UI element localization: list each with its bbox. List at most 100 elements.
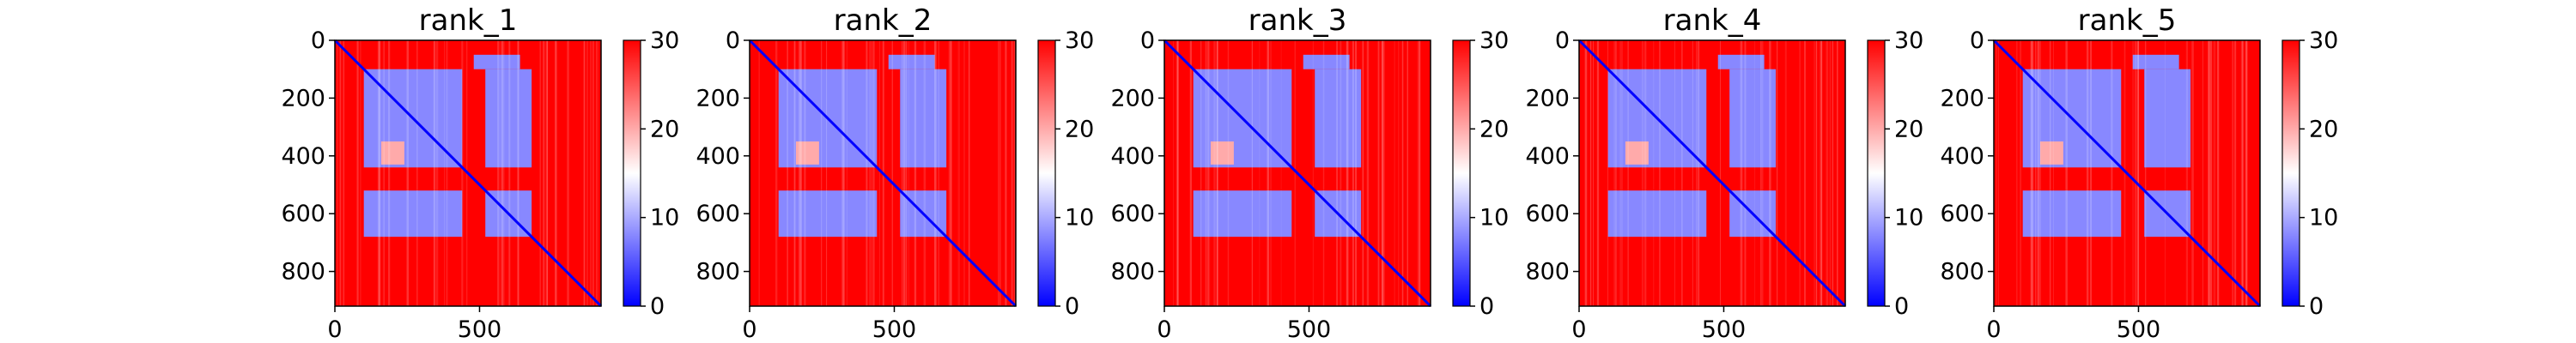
heatmap-block: [485, 69, 532, 168]
heatmap-texture: [545, 40, 549, 306]
heatmap-texture: [1829, 40, 1831, 306]
y-tick-label: 400: [1110, 143, 1155, 170]
colorbar: [1037, 39, 1056, 307]
colorbar-tick-label: 20: [1894, 116, 1923, 142]
plot-frame: [749, 39, 1017, 307]
heatmap-texture: [800, 40, 802, 306]
heatmap-block: [900, 69, 947, 168]
heatmap-panel-3: rank_3 0 200 400 600 800 0 500 0 10 20 30: [1110, 3, 1509, 343]
heatmap-texture: [2031, 40, 2034, 306]
y-tick-label: 400: [1940, 143, 1984, 170]
heatmap-texture: [1216, 40, 1218, 306]
heatmap-texture: [2090, 40, 2092, 306]
heatmap-block: [2022, 190, 2122, 238]
x-tick-label: 500: [872, 316, 917, 343]
heatmap-texture: [502, 40, 505, 306]
x-tick-label: 0: [1157, 316, 1171, 343]
colorbar: [1452, 39, 1471, 307]
y-tick-label: 800: [1525, 259, 1570, 286]
heatmap-texture: [1641, 40, 1644, 306]
heatmap-texture: [1674, 40, 1675, 306]
heatmap-texture: [1627, 40, 1629, 306]
y-tick-label: 200: [1525, 85, 1570, 111]
heatmap-texture: [1173, 40, 1174, 306]
x-tick-label: 500: [2117, 316, 2161, 343]
heatmap-texture: [1619, 40, 1621, 306]
heatmap-texture: [1589, 40, 1592, 306]
plot-frame: [1163, 39, 1431, 307]
heatmap-texture: [1719, 40, 1721, 306]
heatmap-diagonal: [1163, 39, 1432, 308]
colorbar: [2281, 39, 2300, 307]
colorbar-tick-label: 30: [2309, 27, 2338, 54]
heatmap-texture: [388, 40, 391, 306]
heatmap-texture: [2123, 40, 2126, 306]
y-tick-label: 400: [1525, 143, 1570, 170]
heatmap-texture: [891, 40, 893, 306]
heatmap-block: [473, 54, 520, 69]
y-tick-label: 400: [696, 143, 740, 170]
y-tick-label: 200: [1940, 85, 1984, 111]
heatmap-texture: [914, 40, 917, 306]
heatmap-texture: [2208, 40, 2210, 306]
heatmap-texture: [758, 40, 760, 306]
heatmap-texture: [597, 40, 598, 306]
y-tick-label: 400: [281, 143, 325, 170]
heatmap-panel-2: rank_2 0 200 400 600 800 0 500 0 10 20 30: [696, 3, 1094, 343]
heatmap-texture: [1381, 40, 1384, 306]
heatmap-texture: [1267, 40, 1270, 306]
heatmap-texture: [1799, 40, 1801, 306]
heatmap-texture: [905, 40, 908, 306]
colorbar-tick-label: 10: [1479, 205, 1509, 232]
heatmap-texture: [2213, 40, 2216, 306]
heatmap-block: [1193, 190, 1292, 238]
heatmap-texture: [446, 40, 448, 306]
y-tick-label: 600: [1110, 201, 1155, 227]
plot-frame: [1993, 39, 2261, 307]
heatmap-texture: [1760, 40, 1764, 306]
heatmap-panel-1: rank_1 0 200 400 600 800 0 500 0 10 20 30: [281, 3, 679, 343]
heatmap-texture: [406, 40, 409, 306]
heatmap-texture: [436, 40, 439, 306]
y-tick-label: 0: [726, 27, 740, 54]
heatmap-texture: [2037, 40, 2039, 306]
heatmap-block: [1303, 54, 1350, 69]
heatmap-texture: [1209, 40, 1211, 306]
heatmap-texture: [2136, 40, 2140, 306]
colorbar-tick-label: 0: [1894, 293, 1909, 320]
heatmap-texture: [1355, 40, 1357, 306]
heatmap-texture: [1382, 40, 1385, 306]
colorbar-tick-label: 10: [650, 205, 679, 232]
heatmap-texture: [407, 40, 409, 306]
heatmap-texture: [433, 40, 435, 306]
heatmap-texture: [869, 40, 871, 306]
heatmap-texture: [1784, 40, 1787, 306]
heatmap-texture: [1805, 40, 1806, 306]
heatmap-texture: [2019, 40, 2022, 306]
y-tick-label: 200: [281, 85, 325, 111]
heatmap-texture: [1366, 40, 1370, 306]
heatmap-texture: [902, 40, 906, 306]
heatmap-texture: [1259, 40, 1261, 306]
heatmap-texture: [517, 40, 519, 306]
heatmap-texture: [968, 40, 970, 306]
y-tick-label: 600: [696, 201, 740, 227]
heatmap-texture: [908, 40, 909, 306]
heatmap-texture: [1205, 40, 1207, 306]
heatmap-texture: [1401, 40, 1404, 306]
heatmap-texture: [1280, 40, 1282, 306]
heatmap-texture: [589, 40, 592, 306]
heatmap-texture: [2245, 40, 2247, 306]
heatmap-texture: [501, 40, 503, 306]
colorbar-tick-label: 20: [1065, 116, 1094, 142]
colorbar-tick-label: 0: [650, 293, 665, 320]
heatmap-texture: [555, 40, 557, 306]
heatmap-texture: [2245, 40, 2248, 306]
heatmap-texture: [951, 40, 952, 306]
heatmap-texture: [1996, 40, 1997, 306]
y-tick-label: 200: [1110, 85, 1155, 111]
heatmap-texture: [787, 40, 788, 306]
heatmap-texture: [799, 40, 801, 306]
heatmap-texture: [1189, 40, 1192, 306]
heatmap-texture: [2241, 40, 2244, 306]
